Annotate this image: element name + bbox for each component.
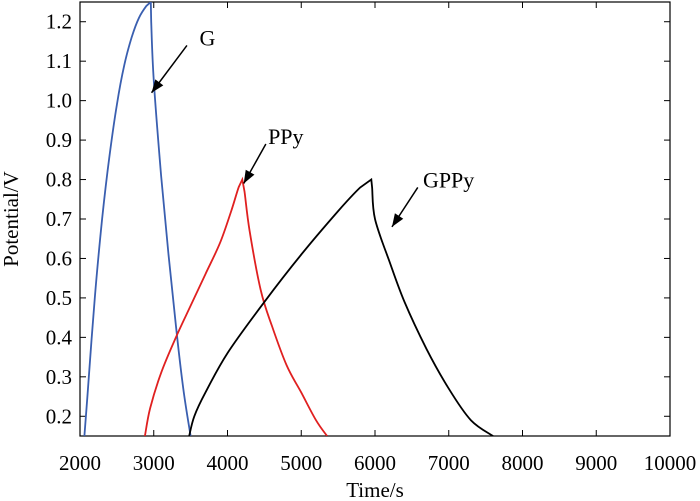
y-tick-label: 0.2 [46, 404, 72, 428]
x-tick-label: 7000 [428, 451, 470, 475]
y-tick-label: 0.7 [46, 207, 72, 231]
annotation-label-gppy: GPPy [423, 168, 474, 193]
y-axis-label: Potential/V [0, 171, 23, 267]
y-tick-label: 1.2 [46, 10, 72, 34]
y-tick-label: 1.0 [46, 89, 72, 113]
series-line-ppy [144, 176, 328, 436]
series-line-gppy [188, 177, 494, 436]
y-axis-ticks: 0.2 0.3 0.4 0.5 0.6 0.7 0.8 0.9 1.0 1.1 1.2 [46, 10, 670, 428]
series-lines [83, 2, 494, 436]
y-tick-label: 0.4 [46, 325, 73, 349]
y-tick-label: 0.8 [46, 168, 72, 192]
x-tick-label: 5000 [280, 451, 322, 475]
x-tick-label: 6000 [354, 451, 396, 475]
series-line-g [83, 2, 192, 436]
y-tick-label: 0.3 [46, 365, 72, 389]
x-tick-label: 9000 [575, 451, 617, 475]
annotation-label-ppy: PPy [268, 124, 303, 149]
arrow-head-ppy [243, 169, 255, 184]
y-tick-label: 0.5 [46, 286, 72, 310]
x-axis-ticks: 2000 3000 4000 5000 6000 7000 8000 9000 10000 [59, 2, 696, 475]
arrow-head-gppy [391, 213, 404, 227]
arrow-head-g [151, 79, 164, 93]
x-tick-label: 10000 [644, 451, 697, 475]
y-tick-label: 0.9 [46, 128, 72, 152]
x-tick-label: 4000 [207, 451, 249, 475]
y-tick-label: 1.1 [46, 49, 72, 73]
y-tick-label: 0.6 [46, 246, 72, 270]
x-tick-label: 8000 [502, 451, 544, 475]
annotation-label-g: G [199, 26, 215, 51]
x-tick-label: 3000 [133, 451, 175, 475]
x-tick-label: 2000 [59, 451, 101, 475]
x-axis-label: Time/s [346, 478, 404, 501]
